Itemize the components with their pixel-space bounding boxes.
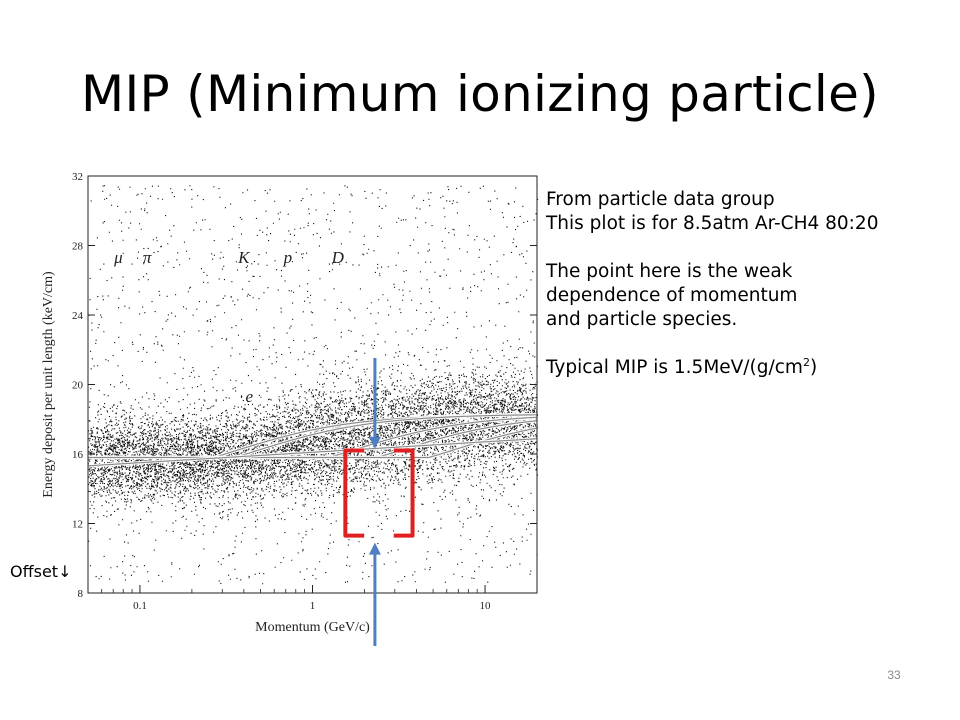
x-tick-label: 0.1: [133, 600, 147, 612]
note-line: This plot is for 8.5atm Ar-CH4 80:20: [546, 213, 879, 234]
offset-arrow-icon: ↓: [58, 562, 72, 581]
down-arrow: [368, 358, 381, 449]
notes-text: From particle data group This plot is fo…: [546, 188, 946, 380]
annotations: [343, 358, 415, 646]
axis-ticks: 8 12 16 20 24 28 32 0.1 1 10: [72, 171, 537, 612]
note-mip-close: ): [809, 357, 818, 378]
particle-label: p: [283, 248, 293, 267]
y-tick-label: 24: [72, 310, 84, 322]
note-line: The point here is the weak: [546, 261, 793, 282]
x-tick-label: 1: [310, 600, 316, 612]
y-tick-label: 20: [72, 380, 84, 392]
y-tick-label: 28: [72, 241, 84, 253]
note-mip-text: Typical MIP is 1.5MeV/(g/cm: [546, 357, 803, 378]
note-line-mip: Typical MIP is 1.5MeV/(g/cm2): [546, 356, 946, 380]
particle-label: π: [143, 248, 152, 267]
y-tick-label: 12: [72, 519, 83, 531]
curve-D: [88, 427, 538, 459]
offset-label: Offset↓: [10, 562, 71, 581]
particle-label: D: [331, 248, 345, 267]
x-tick-label: 10: [480, 600, 492, 612]
note-line: and particle species.: [546, 309, 738, 330]
y-tick-label: 8: [78, 588, 84, 600]
note-mip-superscript: 2: [802, 356, 810, 369]
highlight-bracket: [393, 448, 415, 538]
offset-text: Offset: [10, 562, 59, 581]
scatter-points: [88, 184, 539, 585]
note-line: dependence of momentum: [546, 285, 798, 306]
y-tick-label: 32: [72, 171, 83, 183]
scatter-point-cloud: [88, 184, 539, 585]
y-tick-label: 16: [72, 449, 84, 461]
up-arrow: [368, 542, 381, 646]
highlight-bracket: [343, 448, 365, 538]
particle-label: e: [245, 387, 253, 406]
particle-label: μ: [113, 248, 123, 267]
page-number: 33: [887, 668, 901, 682]
slide-title: MIP (Minimum ionizing particle): [81, 65, 879, 123]
particle-label: K: [237, 248, 251, 267]
x-axis-label: Momentum (GeV/c): [255, 620, 370, 635]
note-line: From particle data group: [546, 189, 775, 210]
bethe-bloch-curves: [87, 413, 538, 468]
y-axis-label: Energy deposit per unit length (keV/cm): [41, 271, 56, 498]
curve-e: [87, 438, 538, 467]
